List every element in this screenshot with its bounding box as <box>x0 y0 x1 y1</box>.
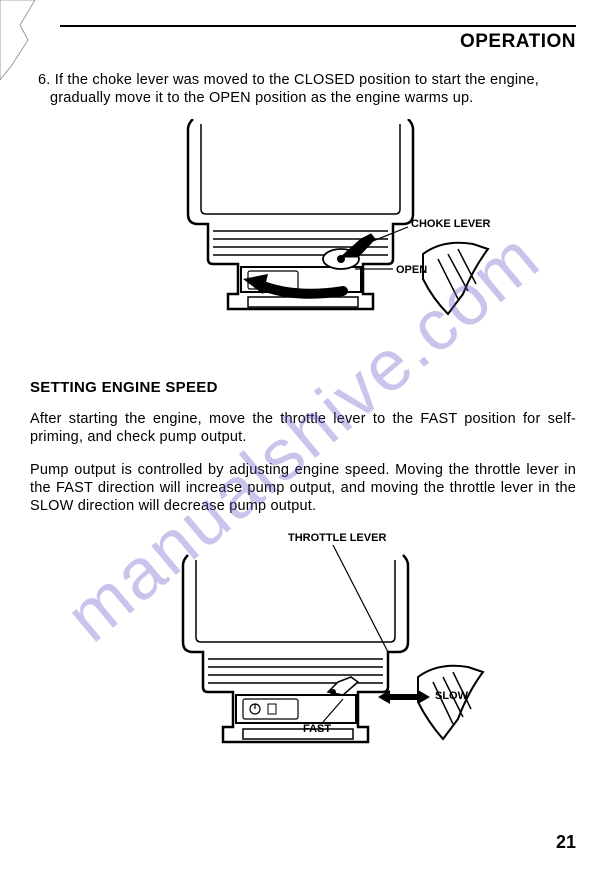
throttle-lever-label: THROTTLE LEVER <box>288 532 386 544</box>
step-text: If the choke lever was moved to the CLOS… <box>50 72 539 106</box>
section-heading-engine-speed: SETTING ENGINE SPEED <box>30 379 576 396</box>
page-number: 21 <box>556 832 576 853</box>
page-header-title: OPERATION <box>30 31 576 53</box>
throttle-lever-diagram: THROTTLE LEVER SLOW FAST <box>93 527 513 772</box>
instruction-step-6: 6. If the choke lever was moved to the C… <box>30 71 576 107</box>
open-label: OPEN <box>396 264 427 276</box>
step-number: 6. <box>38 72 51 88</box>
choke-lever-label: CHOKE LEVER <box>411 218 491 230</box>
paragraph-1: After starting the engine, move the thro… <box>30 410 576 446</box>
page: OPERATION 6. If the choke lever was move… <box>0 0 606 873</box>
fast-label: FAST <box>303 723 331 735</box>
slow-label: SLOW <box>435 690 469 702</box>
paragraph-2: Pump output is controlled by adjusting e… <box>30 461 576 515</box>
header-rule <box>60 25 576 27</box>
choke-lever-diagram: CHOKE LEVER OPEN <box>93 119 513 349</box>
